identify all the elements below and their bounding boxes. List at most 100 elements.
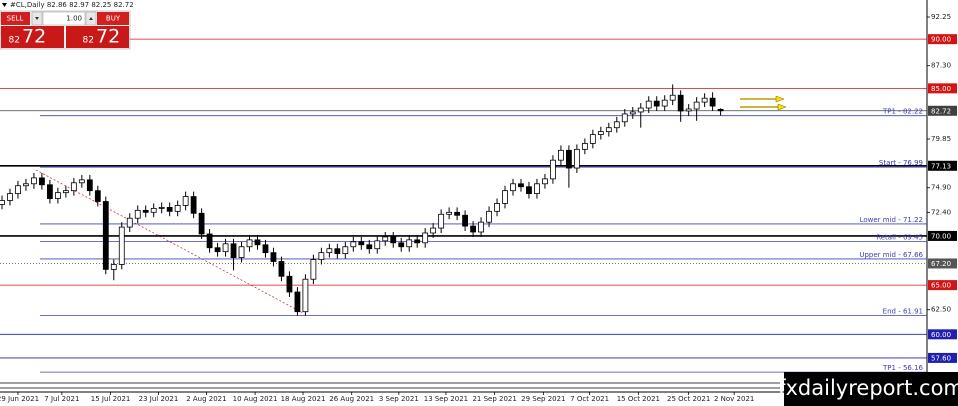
candle-body	[47, 184, 53, 199]
watermark-box	[784, 372, 958, 406]
x-tick-label: 15 Jul 2021	[91, 395, 131, 403]
lot-input[interactable]	[42, 11, 86, 26]
level-tag	[928, 329, 957, 340]
candle-body	[278, 261, 285, 277]
candle-body	[366, 244, 373, 250]
candle-body	[70, 182, 77, 192]
candle-body	[550, 159, 556, 180]
candle-body	[39, 177, 45, 186]
candle-body	[486, 210, 492, 223]
level-note: Upper mid - 67.66	[859, 251, 923, 259]
level-note: End - 61.91	[883, 308, 923, 316]
y-tick-label: 62.50	[931, 306, 951, 314]
candles	[0, 84, 724, 316]
level-note: Lower mid - 71.22	[860, 216, 923, 224]
candle-body	[502, 190, 508, 204]
candle-body	[182, 196, 189, 206]
arrow-head	[777, 103, 787, 111]
candle-body	[621, 113, 628, 123]
level-tag	[928, 83, 957, 94]
candle-body	[542, 178, 548, 185]
level-tag	[928, 34, 957, 45]
buy-price-small[interactable]: 82	[83, 36, 94, 46]
level-tag-label: 60.00	[931, 331, 951, 339]
candle-body	[406, 239, 413, 248]
x-tick-label: 15 Oct 2021	[617, 395, 660, 403]
candle-body	[526, 186, 532, 195]
x-tick-label: 25 Oct 2021	[667, 395, 710, 403]
candle-body	[438, 213, 445, 229]
candle-body	[685, 108, 692, 112]
x-tick-label: 2 Aug 2021	[186, 395, 226, 403]
buy-button[interactable]	[97, 12, 129, 25]
candle-body	[613, 121, 620, 129]
x-tick-label: 26 Aug 2021	[329, 395, 374, 403]
candle-body	[581, 143, 588, 150]
lot-increase-icon	[89, 17, 93, 20]
candle-body	[198, 212, 205, 235]
level-tag-label: 90.00	[931, 36, 951, 44]
trade-panel: SELL 1.00 BUY 82 72 82 72	[0, 10, 131, 50]
candle-body	[677, 94, 684, 112]
sell-button[interactable]	[1, 12, 30, 25]
sell-price-small[interactable]: 82	[9, 36, 20, 46]
candle-body	[142, 209, 149, 213]
candle-body	[565, 149, 572, 169]
sell-price-big[interactable]: 72	[22, 26, 46, 48]
candle-body	[7, 193, 13, 201]
candle-body	[669, 94, 676, 101]
candle-body	[462, 214, 468, 227]
x-tick-label: 29 Sep 2021	[521, 395, 565, 403]
candle-body	[374, 240, 381, 250]
lot-value[interactable]: 1.00	[66, 15, 82, 23]
x-tick-label: 13 Sep 2021	[424, 395, 468, 403]
candle-body	[62, 190, 69, 194]
level-tag-label: 70.00	[931, 232, 951, 240]
candle-body	[390, 236, 397, 244]
level-tag-label: 82.72	[931, 107, 951, 115]
candle-body	[637, 107, 644, 113]
candle-body	[31, 177, 37, 185]
candle-body	[510, 183, 516, 192]
candle-body	[701, 97, 708, 103]
candle-body	[573, 148, 580, 169]
candle-body	[494, 203, 500, 212]
x-tick-label: 29 Jun 2021	[0, 395, 39, 403]
candle-body	[150, 207, 157, 213]
candle-body	[118, 226, 125, 265]
candle-body	[238, 246, 245, 258]
buy-price-box[interactable]	[66, 26, 129, 48]
level-tag	[928, 258, 957, 269]
watermark: fxdailyreport.com	[778, 376, 958, 400]
level-tag-label: 85.00	[931, 85, 951, 93]
candle-body	[422, 232, 429, 244]
candle-body	[478, 221, 484, 233]
candle-body	[23, 183, 29, 187]
candle-body	[78, 179, 85, 184]
candle-body	[174, 205, 181, 212]
candle-body	[15, 185, 21, 195]
buy-price-big[interactable]: 72	[96, 26, 120, 48]
candle-body	[342, 246, 349, 255]
sell-label[interactable]: SELL	[7, 15, 24, 23]
candle-body	[270, 252, 277, 262]
sell-price-box[interactable]	[1, 26, 64, 48]
axes: 92.25 87.30 79.85 74.90 72.40 62.50 29 Jun 202…	[0, 13, 951, 403]
candle-body	[661, 99, 668, 107]
candle-body	[254, 239, 261, 246]
candle-body	[597, 131, 604, 135]
candle-body	[430, 227, 437, 234]
trend-line	[35, 169, 304, 314]
level-tag	[928, 352, 957, 363]
candle-body	[446, 211, 453, 215]
y-tick-label: 79.85	[931, 135, 951, 143]
candle-body	[214, 247, 221, 253]
level-tag	[928, 230, 957, 241]
candle-body	[110, 264, 117, 270]
buy-label[interactable]: BUY	[106, 15, 121, 23]
candle-body	[653, 100, 660, 107]
lot-decrease-icon	[35, 17, 39, 20]
candle-body	[629, 111, 636, 115]
candle-body	[94, 190, 101, 202]
